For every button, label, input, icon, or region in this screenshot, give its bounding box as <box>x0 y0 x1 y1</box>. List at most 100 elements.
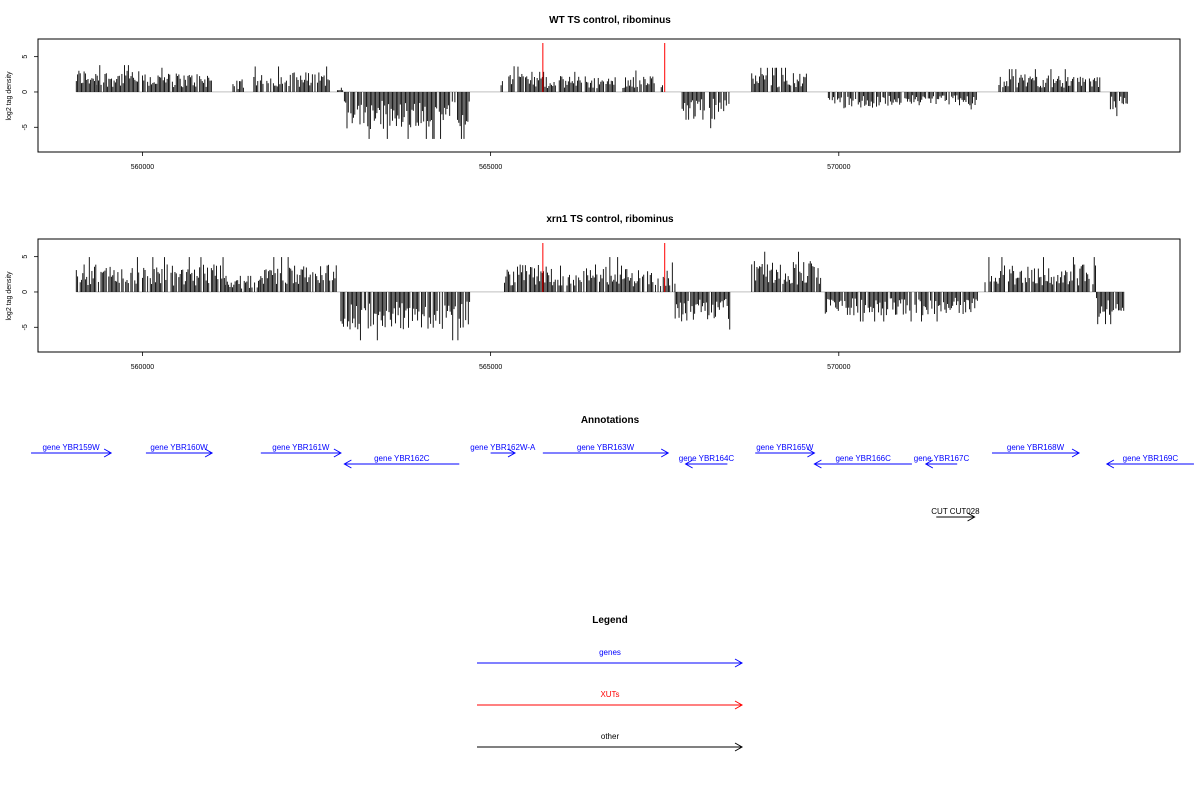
legend-arrow-head <box>734 658 744 668</box>
feature-arrow-head <box>507 448 517 458</box>
gene-feature: gene YBR164C <box>679 454 734 469</box>
legend-title: Legend <box>592 615 628 626</box>
xrn1-y-tick-label: 0 <box>22 290 29 294</box>
xrn1-bar-segment <box>984 257 1096 292</box>
wt-bar-segment <box>343 91 470 139</box>
legend-arrow-head <box>734 742 744 752</box>
gene-feature: gene YBR163W <box>542 443 670 458</box>
xrn1-bar-segment <box>622 262 676 292</box>
xrn1-markers <box>542 243 666 292</box>
gene-feature: gene YBR167C <box>914 454 970 469</box>
feature-arrow-head <box>204 448 214 458</box>
legend-item-xuts: XUTs <box>477 690 744 710</box>
legend-arrow-head <box>734 700 744 710</box>
wt-y-tick-label: 0 <box>22 90 29 94</box>
gene-feature: gene YBR168W <box>991 443 1081 458</box>
xrn1-bar-segment <box>340 291 471 341</box>
gene-feature: gene YBR162C <box>343 454 460 469</box>
legend: Legend genes XUTs other <box>477 615 744 752</box>
wt-bars <box>75 65 1128 139</box>
wt-ylabel: log2 tag density <box>6 71 13 121</box>
xrn1-bar-segment <box>824 291 978 322</box>
wt-bar-segment <box>500 66 524 92</box>
feature-arrow-head <box>660 448 670 458</box>
legend-item-genes: genes <box>477 648 744 668</box>
xrn1-plot-frame <box>37 238 1181 353</box>
annotations-panel: Annotations gene YBR159W gene YBR160W gene… <box>31 415 1194 522</box>
wt-bar-segment <box>141 67 212 92</box>
legend-label: XUTs <box>600 690 619 699</box>
xrn1-x-tick-label: 570000 <box>827 364 850 371</box>
xrn1-y-axis: -5 0 5 <box>22 255 39 330</box>
wt-bar-segment <box>253 66 330 92</box>
feature-label: gene YBR166C <box>835 454 891 463</box>
xrn1-y-tick-label: -5 <box>22 324 29 330</box>
wt-bar-segment <box>232 79 244 92</box>
wt-bar-segment <box>524 71 616 92</box>
gene-feature: gene YBR161W <box>260 443 342 458</box>
legend-label: other <box>601 732 620 741</box>
wt-bar-segment <box>336 87 344 92</box>
xrn1-x-axis: 560000 565000 570000 <box>131 351 851 371</box>
wt-x-tick-label: 565000 <box>479 164 502 171</box>
feature-label: gene YBR162C <box>374 454 430 463</box>
xrn1-bar-segment <box>225 275 261 292</box>
xrn1-bar-segment <box>260 257 337 292</box>
wt-bar-segment <box>998 69 1069 92</box>
feature-label: gene YBR165W <box>756 443 814 452</box>
gene-feature: gene YBR169C <box>1105 454 1194 469</box>
feature-label: gene YBR161W <box>272 443 330 452</box>
xrn1-y-tick-label: 5 <box>22 255 29 259</box>
gene-feature: gene YBR162W-A <box>470 443 536 458</box>
wt-bar-segment <box>1109 91 1128 117</box>
gene-feature: gene YBR166C <box>813 454 912 469</box>
wt-bar-segment <box>1068 76 1101 92</box>
feature-arrow-head <box>343 459 352 469</box>
other-feature: CUT CUT028 <box>931 507 980 522</box>
feature-label: gene YBR160W <box>150 443 208 452</box>
feature-arrow-head <box>1105 459 1115 469</box>
annotations-title: Annotations <box>581 415 640 426</box>
feature-arrow-head <box>807 448 816 458</box>
xrn1-track-panel: xrn1 TS control, ribominus log2 tag dens… <box>6 214 1181 371</box>
xrn1-bar-segment <box>75 257 140 292</box>
feature-arrow-head <box>924 459 934 469</box>
xrn1-bars <box>75 251 1125 341</box>
feature-label: gene YBR163W <box>577 443 635 452</box>
xrn1-track-title: xrn1 TS control, ribominus <box>546 214 674 225</box>
feature-label: gene YBR162W-A <box>470 443 536 452</box>
gene-feature: gene YBR159W <box>31 443 113 458</box>
wt-y-tick-label: -5 <box>22 124 29 130</box>
wt-bar-segment <box>75 70 98 92</box>
feature-arrow-head <box>1071 448 1081 458</box>
xrn1-bar-segment <box>141 257 227 292</box>
xrn1-ylabel: log2 tag density <box>6 271 13 321</box>
legend-label: genes <box>599 648 621 657</box>
wt-y-axis: -5 0 5 <box>22 55 39 130</box>
wt-bar-segment <box>96 65 140 92</box>
feature-arrow-head <box>103 448 113 458</box>
legend-items: genes XUTs other <box>477 648 744 752</box>
wt-bar-segment <box>622 70 655 92</box>
feature-label: gene YBR169C <box>1123 454 1179 463</box>
feature-label: CUT CUT028 <box>931 507 980 516</box>
wt-bar-segment <box>660 85 663 92</box>
wt-plot-frame <box>37 38 1181 153</box>
xrn1-bar-segment <box>1095 291 1125 325</box>
wt-bar-segment <box>827 91 884 109</box>
wt-bar-segment <box>883 91 977 110</box>
xrn1-x-tick-label: 565000 <box>479 364 502 371</box>
feature-label: gene YBR167C <box>914 454 970 463</box>
feature-arrow-head <box>333 448 342 458</box>
annotation-features: gene YBR159W gene YBR160W gene YBR161W gene… <box>31 443 1194 522</box>
wt-track-panel: WT TS control, ribominus log2 tag densit… <box>6 15 1181 171</box>
wt-markers <box>542 43 666 92</box>
legend-item-other: other <box>477 732 744 752</box>
wt-bar-segment <box>681 91 730 129</box>
gene-feature: gene YBR165W <box>755 443 816 458</box>
gene-feature: gene YBR160W <box>145 443 214 458</box>
xrn1-bar-segment <box>674 291 731 330</box>
wt-y-tick-label: 5 <box>22 55 29 59</box>
wt-bar-segment <box>751 67 807 92</box>
